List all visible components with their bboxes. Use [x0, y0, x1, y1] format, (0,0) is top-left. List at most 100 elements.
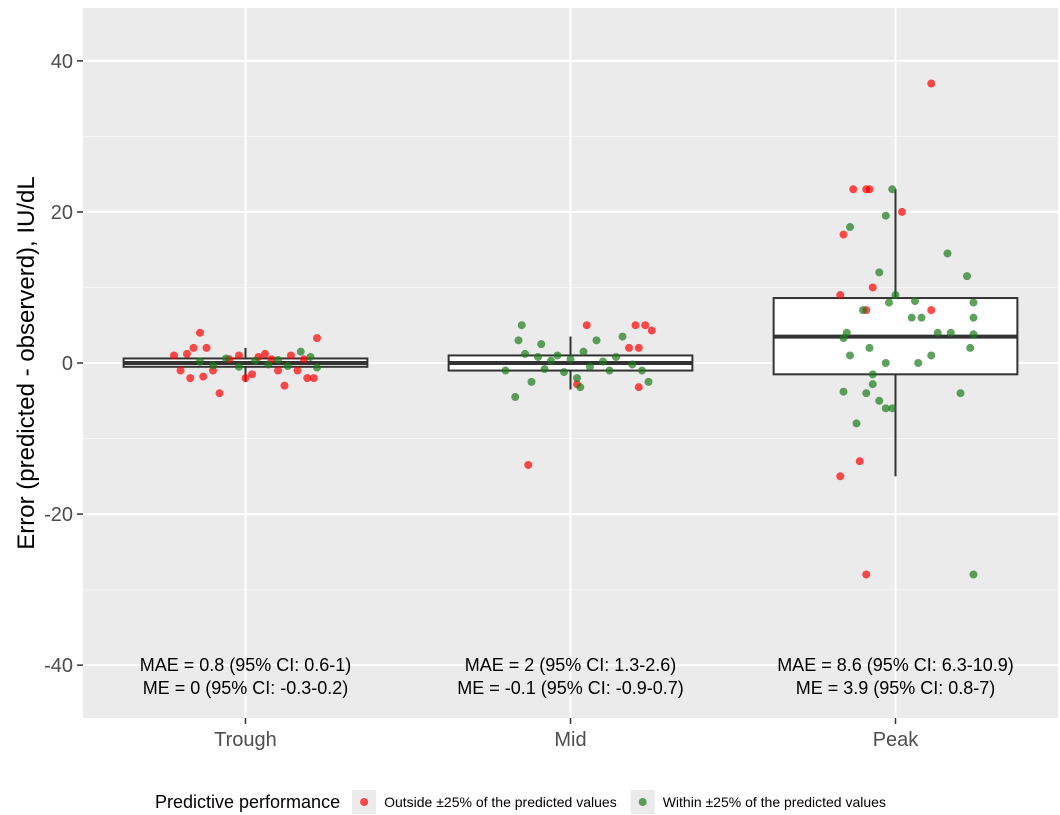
- data-point: [215, 389, 224, 398]
- data-point: [839, 387, 848, 396]
- data-point: [176, 366, 185, 375]
- data-point: [969, 298, 978, 307]
- y-tick-label: -40: [44, 655, 73, 677]
- data-point: [647, 326, 656, 335]
- data-point: [911, 297, 919, 306]
- data-point: [868, 370, 877, 379]
- data-point: [631, 321, 640, 330]
- data-point: [521, 349, 529, 358]
- data-point: [527, 377, 536, 386]
- data-point: [209, 361, 217, 370]
- data-point: [865, 343, 874, 352]
- data-point: [881, 359, 890, 367]
- annotation-mae: MAE = 8.6 (95% CI: 6.3-10.9): [777, 655, 1014, 675]
- data-point: [862, 570, 871, 579]
- series-outside: [170, 79, 936, 579]
- data-point: [885, 298, 893, 307]
- data-point: [875, 268, 884, 277]
- annotation-me: ME = 0 (95% CI: -0.3-0.2): [143, 678, 349, 698]
- data-point: [888, 185, 897, 194]
- data-point: [592, 336, 601, 345]
- data-point: [862, 389, 871, 398]
- data-point: [969, 330, 978, 339]
- data-point: [881, 404, 890, 413]
- data-point: [582, 321, 591, 330]
- y-tick-label: 20: [51, 202, 73, 224]
- data-point: [196, 357, 204, 366]
- data-point: [222, 354, 230, 363]
- data-point: [579, 347, 588, 356]
- data-point: [560, 368, 568, 377]
- data-point: [969, 313, 978, 322]
- data-point: [287, 351, 295, 360]
- y-axis-title: Error (predicted - observerd), IU/dL: [13, 176, 40, 549]
- data-point: [846, 351, 854, 360]
- data-point: [618, 332, 627, 341]
- data-point: [534, 352, 542, 361]
- data-point: [264, 360, 273, 369]
- data-point: [852, 419, 861, 428]
- data-point: [274, 355, 282, 364]
- data-point: [644, 377, 653, 386]
- data-point: [586, 362, 594, 371]
- x-tick-label: Mid: [554, 729, 586, 751]
- y-tick-label: -20: [44, 504, 73, 526]
- data-point: [917, 313, 926, 322]
- data-point: [969, 570, 978, 579]
- data-point: [309, 374, 318, 383]
- data-point: [566, 355, 575, 364]
- data-point: [183, 349, 191, 358]
- data-point: [199, 372, 208, 381]
- data-point: [599, 357, 607, 366]
- data-point: [859, 306, 867, 315]
- data-point: [235, 362, 243, 371]
- legend-entry-within: Within ±25% of the predicted values: [630, 790, 886, 814]
- data-point: [898, 207, 906, 216]
- data-point: [933, 328, 942, 337]
- x-tick-label: Peak: [873, 729, 920, 751]
- data-point: [576, 383, 585, 392]
- annotation-mae: MAE = 0.8 (95% CI: 0.6-1): [140, 655, 352, 675]
- data-point: [274, 366, 282, 375]
- box-trough: [122, 347, 369, 382]
- data-point: [634, 383, 643, 392]
- data-point: [605, 366, 614, 375]
- data-point: [868, 380, 877, 389]
- legend-title: Predictive performance: [155, 792, 340, 812]
- data-point: [836, 472, 845, 481]
- data-point: [189, 343, 198, 352]
- x-tick-label: Trough: [214, 729, 277, 751]
- data-point: [839, 334, 848, 343]
- data-point: [927, 351, 936, 360]
- data-point: [612, 352, 620, 361]
- data-point: [202, 343, 211, 352]
- data-point: [628, 360, 637, 369]
- data-point: [625, 343, 633, 352]
- data-point: [868, 283, 877, 292]
- legend-label: Within ±25% of the predicted values: [663, 794, 886, 810]
- data-point: [836, 291, 845, 300]
- legend-entry-outside: Outside ±25% of the predicted values: [352, 790, 617, 814]
- data-point: [511, 392, 520, 401]
- annotation-me: ME = 3.9 (95% CI: 0.8-7): [796, 678, 996, 698]
- data-point: [963, 272, 971, 281]
- axis-layer: -40 -20 0 20 40 Trough Mid Peak: [44, 51, 919, 751]
- data-point: [540, 365, 549, 374]
- data-point: [196, 328, 204, 337]
- data-point: [547, 356, 555, 365]
- data-point: [170, 351, 178, 360]
- data-point: [517, 321, 526, 330]
- data-point: [855, 457, 864, 466]
- annotation-me: ME = -0.1 (95% CI: -0.9-0.7): [457, 678, 684, 698]
- data-point: [235, 351, 243, 360]
- data-point: [927, 306, 936, 315]
- data-point: [261, 349, 269, 358]
- data-point: [313, 363, 321, 372]
- data-point: [553, 351, 562, 360]
- data-point: [846, 223, 854, 232]
- data-point: [881, 211, 890, 220]
- data-point: [891, 291, 900, 300]
- data-point: [888, 404, 897, 413]
- data-point: [251, 356, 260, 365]
